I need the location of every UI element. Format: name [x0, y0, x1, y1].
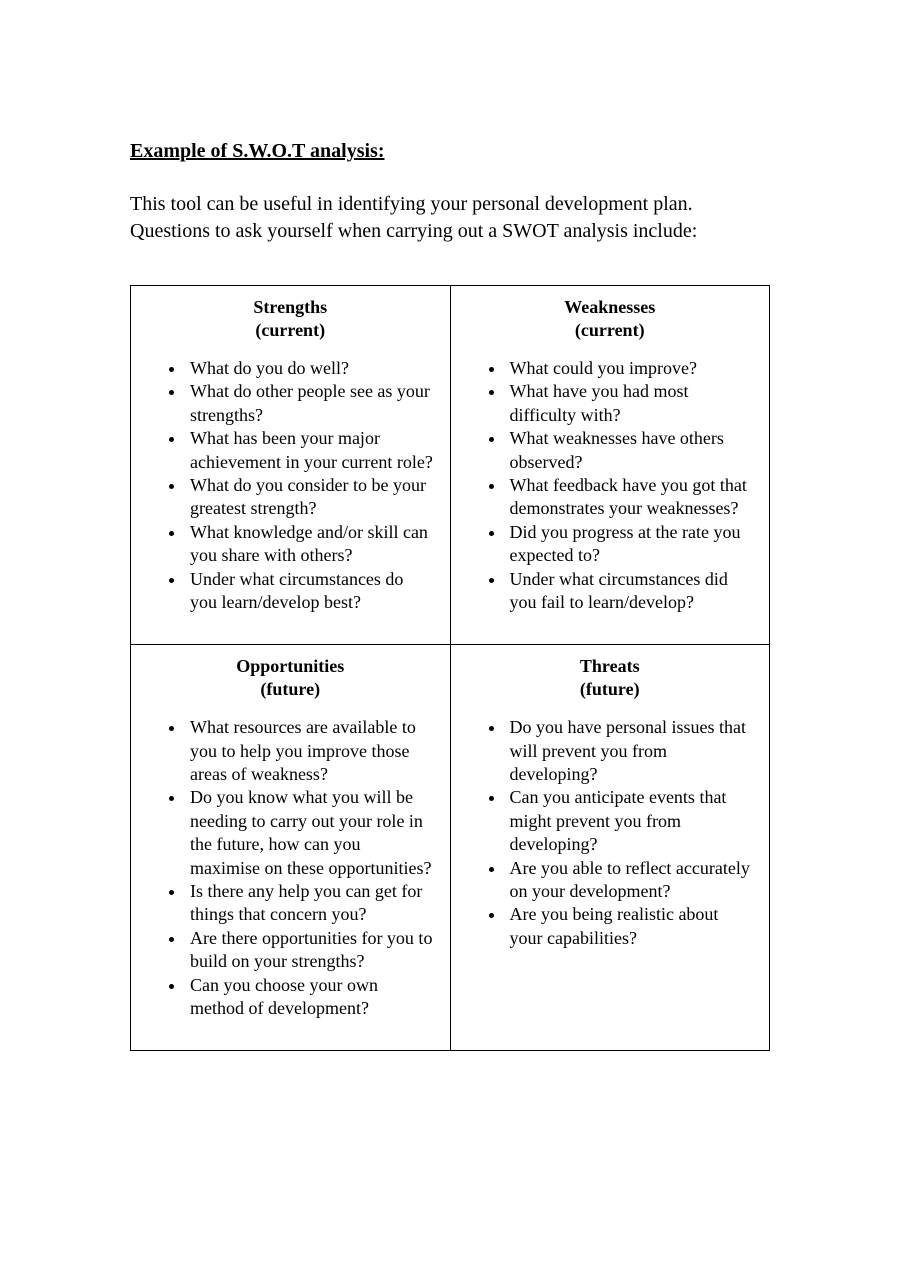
- weaknesses-list: What could you improve?What have you had…: [461, 357, 760, 614]
- opportunities-cell: Opportunities (future) What resources ar…: [131, 645, 451, 1051]
- list-item: Do you have personal issues that will pr…: [506, 716, 760, 786]
- threats-list: Do you have personal issues that will pr…: [461, 716, 760, 950]
- strengths-cell: Strengths (current) What do you do well?…: [131, 286, 451, 645]
- list-item: Can you choose your own method of develo…: [186, 974, 440, 1021]
- strengths-list: What do you do well?What do other people…: [141, 357, 440, 614]
- weaknesses-subheading: (current): [461, 319, 760, 342]
- opportunities-list: What resources are available to you to h…: [141, 716, 440, 1020]
- strengths-heading: Strengths (current): [141, 296, 440, 341]
- list-item: What knowledge and/or skill can you shar…: [186, 521, 440, 568]
- list-item: What weaknesses have others observed?: [506, 427, 760, 474]
- list-item: What could you improve?: [506, 357, 760, 380]
- weaknesses-cell: Weaknesses (current) What could you impr…: [450, 286, 770, 645]
- threats-heading: Threats (future): [461, 655, 760, 700]
- table-row: Strengths (current) What do you do well?…: [131, 286, 770, 645]
- strengths-subheading: (current): [141, 319, 440, 342]
- threats-heading-text: Threats: [580, 656, 640, 676]
- intro-paragraph: This tool can be useful in identifying y…: [130, 191, 770, 245]
- list-item: What have you had most difficulty with?: [506, 380, 760, 427]
- list-item: Is there any help you can get for things…: [186, 880, 440, 927]
- swot-table: Strengths (current) What do you do well?…: [130, 285, 770, 1051]
- list-item: Under what circumstances did you fail to…: [506, 568, 760, 615]
- list-item: What has been your major achievement in …: [186, 427, 440, 474]
- table-row: Opportunities (future) What resources ar…: [131, 645, 770, 1051]
- list-item: Do you know what you will be needing to …: [186, 786, 440, 880]
- list-item: What do other people see as your strengt…: [186, 380, 440, 427]
- page-title: Example of S.W.O.T analysis:: [130, 140, 770, 163]
- document-page: Example of S.W.O.T analysis: This tool c…: [0, 0, 900, 1273]
- list-item: Are you being realistic about your capab…: [506, 903, 760, 950]
- list-item: Can you anticipate events that might pre…: [506, 786, 760, 856]
- list-item: What feedback have you got that demonstr…: [506, 474, 760, 521]
- list-item: Under what circumstances do you learn/de…: [186, 568, 440, 615]
- opportunities-heading-text: Opportunities: [236, 656, 344, 676]
- list-item: What do you consider to be your greatest…: [186, 474, 440, 521]
- opportunities-heading: Opportunities (future): [141, 655, 440, 700]
- list-item: Are you able to reflect accurately on yo…: [506, 857, 760, 904]
- weaknesses-heading-text: Weaknesses: [564, 297, 655, 317]
- threats-cell: Threats (future) Do you have personal is…: [450, 645, 770, 1051]
- opportunities-subheading: (future): [141, 678, 440, 701]
- weaknesses-heading: Weaknesses (current): [461, 296, 760, 341]
- threats-subheading: (future): [461, 678, 760, 701]
- list-item: Are there opportunities for you to build…: [186, 927, 440, 974]
- list-item: What do you do well?: [186, 357, 440, 380]
- list-item: What resources are available to you to h…: [186, 716, 440, 786]
- list-item: Did you progress at the rate you expecte…: [506, 521, 760, 568]
- strengths-heading-text: Strengths: [253, 297, 327, 317]
